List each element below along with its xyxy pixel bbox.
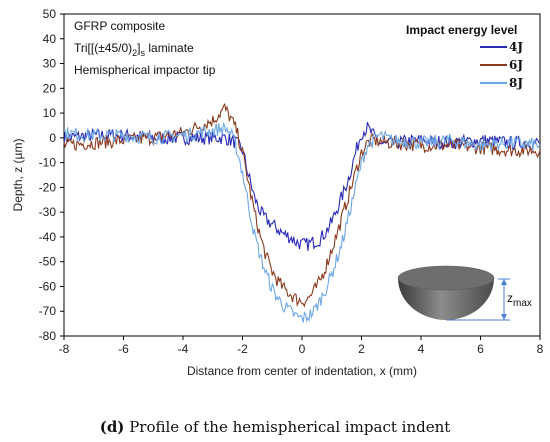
caption-text: Profile of the hemispherical impact inde… [129, 418, 451, 436]
x-tick-label: 4 [418, 342, 425, 356]
y-tick-label: -40 [39, 230, 57, 244]
legend-title: Impact energy level [406, 23, 517, 37]
legend-label-6J: 6J [509, 58, 523, 72]
y-tick-label: 40 [43, 32, 57, 46]
legend-label-4J: 4J [509, 40, 523, 54]
x-tick-label: 2 [358, 342, 365, 356]
annotation-impactor: Hemispherical impactor tip [74, 63, 216, 77]
y-tick-label: 0 [49, 131, 56, 145]
y-axis-label: Depth, z (µm) [11, 139, 25, 212]
series-line-8J [63, 122, 541, 323]
zmax-label: zmax [507, 291, 532, 309]
hemisphere-inset: zmax [397, 265, 532, 321]
x-tick-label: -4 [178, 342, 189, 356]
figure-caption: (d) Profile of the hemispherical impact … [0, 418, 550, 436]
x-axis-ticks: -8 -6 -4 -2 0 2 4 6 8 [59, 336, 544, 356]
y-tick-label: -70 [39, 304, 57, 318]
annotation-material: GFRP composite [74, 19, 165, 33]
x-axis-label: Distance from center of indentation, x (… [187, 364, 417, 378]
y-tick-label: -80 [39, 329, 57, 343]
zmax-arrow-up [501, 279, 507, 285]
y-axis-ticks: 50 40 30 20 10 0 -10 -20 -30 -40 -50 -60 -70 -80 [39, 7, 64, 343]
y-tick-label: 20 [43, 81, 57, 95]
legend: 4J 6J 8J [480, 40, 523, 90]
caption-letter: (d) [99, 418, 125, 436]
y-tick-label: -20 [39, 180, 57, 194]
series-line-4J [63, 122, 541, 251]
x-tick-label: 6 [477, 342, 484, 356]
hemisphere-top [397, 265, 495, 291]
x-tick-label: 8 [537, 342, 544, 356]
annotation-laminate: Tri[[(±45/0)2]s laminate [74, 41, 194, 58]
x-tick-label: -6 [118, 342, 129, 356]
y-tick-label: 50 [43, 7, 57, 21]
x-tick-label: -8 [59, 342, 70, 356]
zmax-arrow-down [501, 314, 507, 320]
y-tick-label: 10 [43, 106, 57, 120]
series-group [63, 102, 541, 323]
x-tick-label: -2 [237, 342, 248, 356]
y-tick-label: -60 [39, 279, 57, 293]
y-tick-label: -10 [39, 156, 57, 170]
legend-label-8J: 8J [509, 76, 523, 90]
x-tick-label: 0 [299, 342, 306, 356]
y-tick-label: 30 [43, 57, 57, 71]
y-tick-label: -50 [39, 255, 57, 269]
y-tick-label: -30 [39, 205, 57, 219]
chart: -8 -6 -4 -2 0 2 4 6 8 50403020100-10-20-30-40-50… [11, 7, 544, 378]
